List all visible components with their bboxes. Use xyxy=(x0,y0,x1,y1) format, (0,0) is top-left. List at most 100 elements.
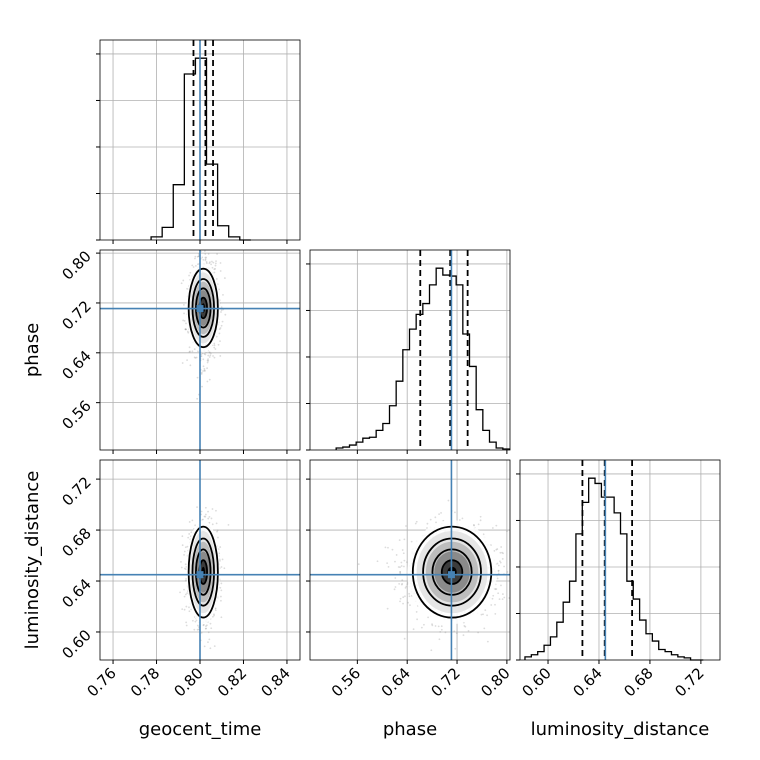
sample-point xyxy=(210,517,213,520)
sample-point xyxy=(220,311,222,313)
sample-point xyxy=(202,518,204,521)
xtick-label-luminosity_distance-1: 0.64 xyxy=(569,664,605,700)
sample-point xyxy=(402,552,405,555)
sample-point xyxy=(429,518,432,521)
sample-point xyxy=(204,247,206,249)
ytick-label-phase-2: 0.72 xyxy=(58,297,94,333)
ytick-label-luminosity_distance-1: 0.64 xyxy=(58,575,94,611)
sample-point xyxy=(205,625,207,628)
sample-point xyxy=(179,591,181,594)
sample-point xyxy=(405,561,408,564)
sample-point xyxy=(185,328,188,331)
sample-point xyxy=(219,546,222,548)
sample-point xyxy=(510,548,512,550)
sample-point xyxy=(196,243,198,245)
sample-point xyxy=(213,356,216,359)
sample-point xyxy=(404,586,407,589)
sample-point xyxy=(184,563,187,566)
sample-point xyxy=(486,614,488,617)
sample-point xyxy=(195,356,198,359)
sample-point xyxy=(216,253,218,255)
sample-point xyxy=(434,625,437,627)
sample-point xyxy=(206,361,209,364)
sample-point xyxy=(508,597,510,599)
sample-point xyxy=(209,261,211,264)
sample-point xyxy=(194,524,197,527)
sample-point xyxy=(200,373,203,375)
sample-point xyxy=(203,367,206,370)
xtick-label-luminosity_distance-0: 0.60 xyxy=(519,664,555,700)
sample-point xyxy=(535,609,537,611)
sample-point xyxy=(208,356,211,358)
sample-point xyxy=(194,620,197,623)
sample-point xyxy=(403,559,406,562)
sample-point xyxy=(204,353,207,356)
sample-point xyxy=(212,355,214,357)
sample-point xyxy=(194,264,197,267)
sample-point xyxy=(430,649,433,652)
sample-point xyxy=(183,588,185,591)
sample-point xyxy=(426,522,429,525)
sample-point xyxy=(500,584,502,587)
sample-point xyxy=(207,252,210,255)
xtick-label-geocent_time-0: 0.76 xyxy=(84,664,120,700)
ytick-label-luminosity_distance-3: 0.72 xyxy=(58,473,94,509)
sample-point xyxy=(183,554,185,556)
sample-point xyxy=(387,565,390,568)
sample-point xyxy=(499,560,501,563)
sample-point xyxy=(208,247,210,249)
sample-point xyxy=(454,647,457,650)
sample-point xyxy=(202,258,205,261)
sample-point xyxy=(180,561,182,563)
sample-point xyxy=(533,514,535,516)
sample-point xyxy=(215,522,218,525)
sample-point xyxy=(219,270,222,272)
sample-point xyxy=(399,600,401,603)
sample-point xyxy=(403,538,406,541)
sample-point xyxy=(394,586,397,588)
sample-point xyxy=(399,571,402,574)
density-luminosity_distance-vs-geocent_time xyxy=(179,506,230,650)
sample-point xyxy=(220,589,223,592)
sample-point xyxy=(431,623,433,626)
sample-point xyxy=(408,592,411,595)
sample-point xyxy=(209,352,212,355)
sample-point xyxy=(227,523,230,526)
sample-point xyxy=(501,551,503,554)
sample-point xyxy=(204,506,207,509)
sample-point xyxy=(205,256,208,259)
sample-point xyxy=(497,564,500,567)
sample-point xyxy=(213,344,216,347)
sample-point xyxy=(190,531,193,534)
sample-point xyxy=(391,548,394,551)
sample-point xyxy=(215,224,217,226)
sample-point xyxy=(188,606,190,609)
sample-point xyxy=(183,312,185,315)
sample-point xyxy=(484,609,487,612)
sample-point xyxy=(221,320,224,323)
sample-point xyxy=(473,524,475,527)
sample-point xyxy=(187,536,190,539)
sample-point xyxy=(220,309,223,312)
sample-point xyxy=(180,566,183,569)
sample-point xyxy=(182,279,185,282)
sample-point xyxy=(204,627,207,630)
sample-point xyxy=(502,552,504,555)
sample-point xyxy=(207,358,209,361)
sample-point xyxy=(204,258,207,261)
sample-point xyxy=(221,558,224,561)
sample-point xyxy=(194,255,197,258)
sample-point xyxy=(203,370,206,372)
sample-point xyxy=(203,645,206,648)
sample-point xyxy=(453,630,456,633)
sample-point xyxy=(184,568,187,571)
sample-point xyxy=(191,519,194,522)
sample-point xyxy=(183,550,186,553)
ytick-label-phase-1: 0.64 xyxy=(58,347,94,383)
sample-point xyxy=(213,271,216,274)
sample-point xyxy=(497,592,500,595)
sample-point xyxy=(217,536,219,539)
sample-point xyxy=(399,570,402,573)
sample-point xyxy=(205,260,208,263)
sample-point xyxy=(416,618,419,621)
